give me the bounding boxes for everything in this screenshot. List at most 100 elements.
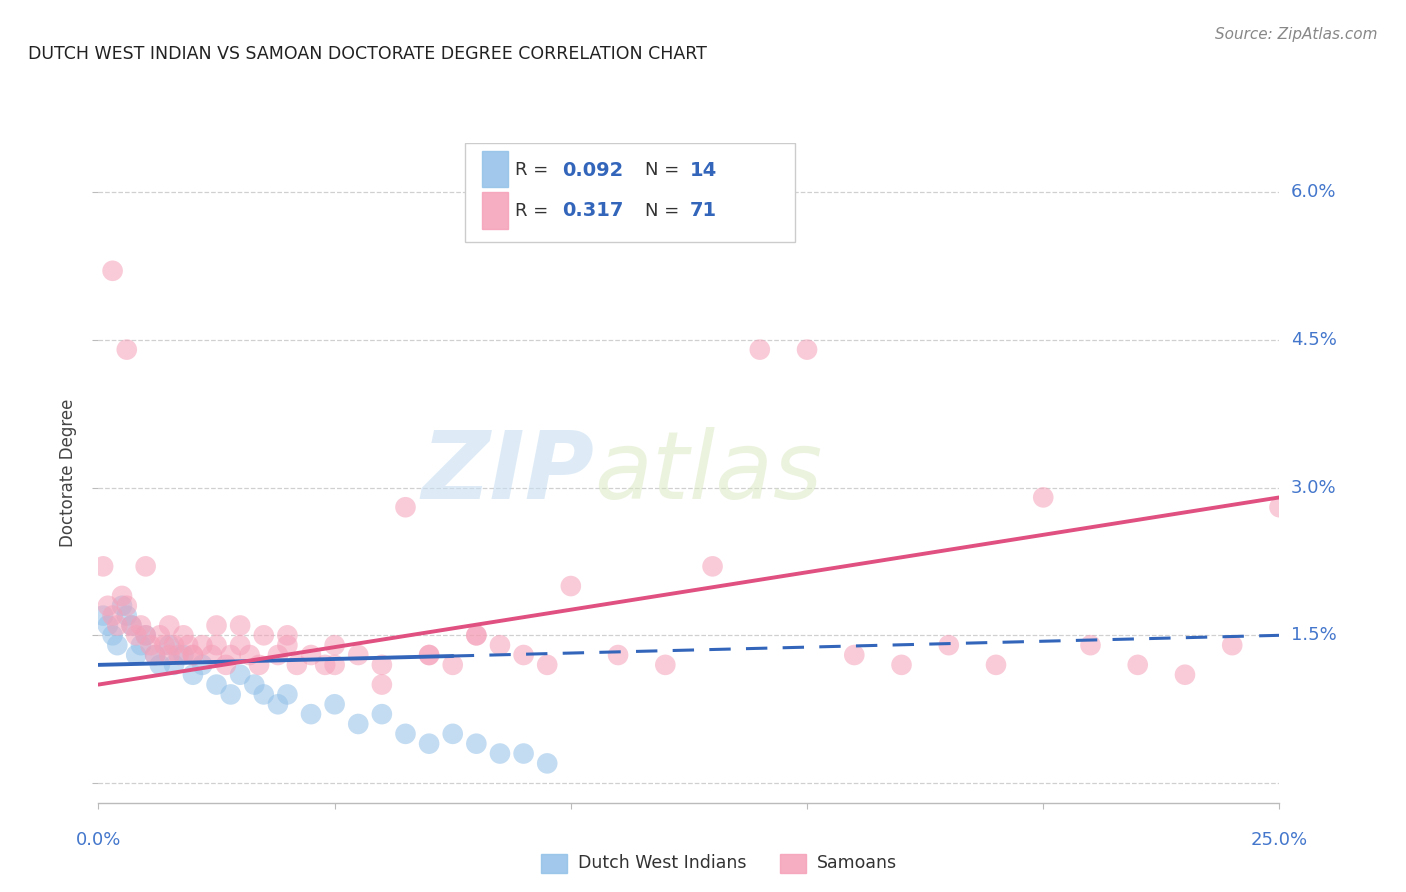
Point	[1126, 657, 1149, 672]
Text: 3.0%: 3.0%	[1291, 478, 1336, 497]
Point	[285, 657, 308, 672]
Point	[560, 579, 582, 593]
Point	[97, 618, 120, 632]
Point	[157, 618, 180, 632]
Point	[229, 667, 252, 681]
Point	[984, 657, 1007, 672]
Point	[111, 599, 134, 613]
Point	[121, 618, 143, 632]
Point	[536, 657, 558, 672]
Point	[465, 628, 488, 642]
Point	[276, 628, 298, 642]
Point	[111, 589, 134, 603]
Point	[314, 657, 336, 672]
Point	[247, 657, 270, 672]
Point	[323, 657, 346, 672]
Point	[115, 608, 138, 623]
Point	[441, 727, 464, 741]
Point	[143, 648, 166, 662]
Point	[181, 667, 204, 681]
Point	[1032, 491, 1054, 505]
Point	[129, 638, 152, 652]
Bar	[482, 193, 508, 228]
Point	[394, 727, 416, 741]
Point	[276, 688, 298, 702]
Text: 0.092: 0.092	[562, 161, 624, 180]
Point	[323, 698, 346, 712]
Text: R =: R =	[516, 202, 560, 219]
Point	[267, 698, 290, 712]
Point	[418, 648, 440, 662]
Text: N =: N =	[645, 202, 685, 219]
Point	[607, 648, 630, 662]
Point	[489, 747, 512, 761]
Text: N =: N =	[645, 161, 685, 179]
Point	[371, 657, 394, 672]
Point	[465, 737, 488, 751]
Point	[201, 648, 224, 662]
Point	[418, 737, 440, 751]
Point	[1268, 500, 1291, 515]
Point	[229, 638, 252, 652]
Point	[101, 628, 124, 642]
Point	[149, 628, 172, 642]
Point	[135, 628, 157, 642]
Point	[135, 628, 157, 642]
Point	[101, 608, 124, 623]
Point	[215, 657, 238, 672]
Point	[371, 707, 394, 722]
Point	[796, 343, 818, 357]
Point	[938, 638, 960, 652]
Point	[512, 747, 534, 761]
FancyBboxPatch shape	[464, 143, 796, 242]
Point	[702, 559, 724, 574]
Point	[219, 688, 242, 702]
Point	[347, 648, 370, 662]
Point	[115, 343, 138, 357]
Point	[167, 648, 190, 662]
Point	[654, 657, 676, 672]
Text: DUTCH WEST INDIAN VS SAMOAN DOCTORATE DEGREE CORRELATION CHART: DUTCH WEST INDIAN VS SAMOAN DOCTORATE DE…	[28, 45, 707, 62]
Point	[172, 628, 194, 642]
Point	[418, 648, 440, 662]
Point	[91, 559, 114, 574]
Point	[1080, 638, 1102, 652]
Point	[229, 618, 252, 632]
Text: 14: 14	[690, 161, 717, 180]
Text: Dutch West Indians: Dutch West Indians	[578, 855, 747, 872]
Point	[205, 677, 228, 691]
Point	[105, 618, 128, 632]
Point	[105, 638, 128, 652]
Point	[153, 638, 176, 652]
Text: atlas: atlas	[595, 427, 823, 518]
Text: R =: R =	[516, 161, 554, 179]
Point	[115, 599, 138, 613]
Text: 0.0%: 0.0%	[76, 830, 121, 848]
Text: 25.0%: 25.0%	[1251, 830, 1308, 848]
Text: 1.5%: 1.5%	[1291, 626, 1336, 644]
Point	[243, 677, 266, 691]
Text: 0.317: 0.317	[562, 202, 624, 220]
Point	[163, 657, 186, 672]
Point	[253, 688, 276, 702]
Point	[536, 756, 558, 771]
Point	[129, 618, 152, 632]
Point	[101, 264, 124, 278]
Point	[157, 648, 180, 662]
Text: 71: 71	[690, 202, 717, 220]
Point	[163, 638, 186, 652]
Point	[143, 648, 166, 662]
Point	[844, 648, 866, 662]
Point	[748, 343, 770, 357]
Point	[465, 628, 488, 642]
Text: Source: ZipAtlas.com: Source: ZipAtlas.com	[1215, 27, 1378, 42]
Point	[267, 648, 290, 662]
Point	[205, 618, 228, 632]
Point	[299, 648, 322, 662]
Point	[191, 638, 214, 652]
Point	[97, 599, 120, 613]
Point	[121, 618, 143, 632]
Point	[489, 638, 512, 652]
Text: ZIP: ZIP	[422, 426, 595, 519]
Point	[371, 677, 394, 691]
